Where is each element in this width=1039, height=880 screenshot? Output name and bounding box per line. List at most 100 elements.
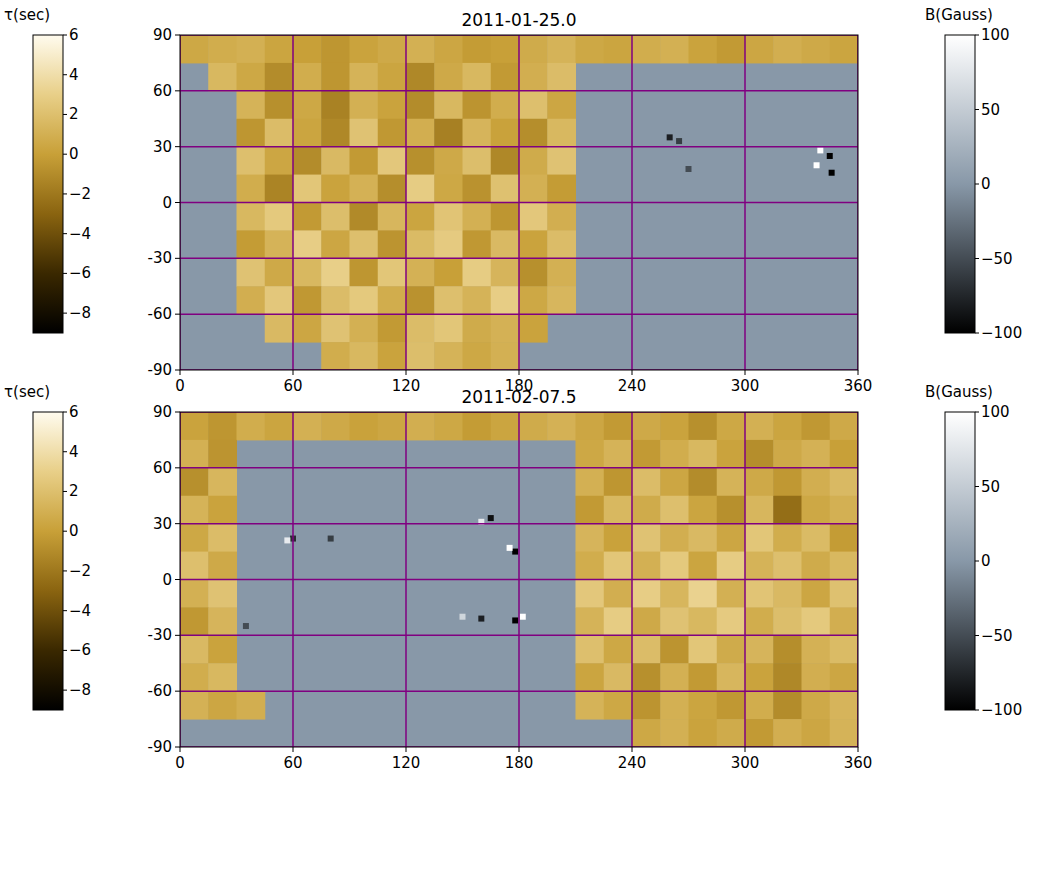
tau-cell — [265, 63, 294, 91]
colorbar-tick-label: −8 — [69, 681, 91, 699]
tau-cell — [434, 412, 463, 440]
tau-cell — [378, 314, 407, 342]
tick-label: 90 — [153, 26, 172, 44]
tau-cell — [293, 286, 322, 314]
frame — [180, 412, 858, 747]
tau-cell — [632, 440, 661, 468]
colorbar-tick — [975, 109, 979, 110]
colorbar-tick — [975, 710, 979, 711]
colorbar-tick — [63, 531, 67, 532]
tau-cell — [773, 440, 802, 468]
tau-cell — [321, 230, 350, 258]
tau-cell — [773, 496, 802, 524]
colorbar-tick — [63, 313, 67, 314]
tau-cell — [293, 314, 322, 342]
tau-cell — [321, 258, 350, 286]
tau-cell — [802, 440, 831, 468]
tau-cell — [406, 258, 435, 286]
magnetic-feature — [817, 147, 823, 153]
tick — [745, 747, 746, 752]
tau-cell — [321, 342, 350, 370]
tau-cells — [180, 412, 858, 747]
grid — [180, 35, 858, 370]
tau-cell — [519, 258, 548, 286]
tau-cell — [802, 524, 831, 552]
tick — [175, 146, 180, 147]
tau-cell — [463, 412, 492, 440]
tau-cell — [293, 63, 322, 91]
tau-cell — [265, 230, 294, 258]
tick-label: -60 — [148, 305, 173, 323]
tau-cell — [632, 719, 661, 747]
tau-cell — [406, 286, 435, 314]
tau-cell — [576, 552, 605, 580]
magnetic-feature — [328, 536, 334, 542]
tau-cell — [604, 635, 633, 663]
tau-cell — [689, 607, 718, 635]
tau-cell — [406, 91, 435, 119]
tau-cell — [773, 524, 802, 552]
tau-cell — [830, 412, 858, 440]
tau-cell — [632, 580, 661, 608]
tau-cell — [632, 412, 661, 440]
colorbar-tick-label: −4 — [69, 225, 91, 243]
tau-cell — [180, 607, 209, 635]
tau-cell — [378, 342, 407, 370]
colorbar-tick-label: −100 — [981, 701, 1022, 719]
tau-cell — [660, 496, 689, 524]
colorbar-tick-label: 4 — [69, 443, 79, 461]
grid-line — [180, 90, 858, 92]
tau-cell — [265, 412, 294, 440]
tau-cell — [745, 691, 774, 719]
tau-cell — [717, 691, 746, 719]
tick — [745, 370, 746, 375]
tau-cell — [463, 286, 492, 314]
tau-cell — [491, 63, 520, 91]
tick-label: 120 — [392, 377, 421, 395]
tau-cell — [632, 663, 661, 691]
title: 2011-02-07.5 — [461, 387, 576, 407]
tau-cell — [745, 468, 774, 496]
tau-cell — [717, 440, 746, 468]
tau-cell — [406, 63, 435, 91]
tau-cell — [406, 230, 435, 258]
tau-cell — [576, 580, 605, 608]
magnetic-feature — [686, 166, 692, 172]
tick — [180, 370, 181, 375]
tau-cell — [208, 607, 237, 635]
tau-cell — [321, 63, 350, 91]
tau-cell — [717, 580, 746, 608]
colorbar-tick-label: 0 — [69, 145, 79, 163]
tau-cell — [378, 175, 407, 203]
tau-cell — [491, 314, 520, 342]
colorbar-tick — [63, 74, 67, 75]
tau-cell — [293, 203, 322, 231]
tau-cell — [689, 524, 718, 552]
tau-cell — [463, 147, 492, 175]
tau-cell — [293, 147, 322, 175]
colorbar-tick-label: −2 — [69, 562, 91, 580]
colorbar-tick — [63, 570, 67, 571]
grid-line — [180, 258, 858, 260]
colorbar-tick — [63, 154, 67, 155]
tau-cell — [378, 91, 407, 119]
tau-cell — [208, 691, 237, 719]
tau-cell — [802, 635, 831, 663]
tau-cell — [830, 635, 858, 663]
tau-cell — [547, 175, 576, 203]
tau-cell — [378, 147, 407, 175]
tau-cell — [237, 412, 266, 440]
tau-cell — [180, 580, 209, 608]
magnetic-feature — [507, 545, 513, 551]
tau-cell — [773, 663, 802, 691]
tau-cell — [689, 663, 718, 691]
tau-cell — [406, 412, 435, 440]
tau-cell — [773, 719, 802, 747]
tau-cell — [491, 342, 520, 370]
plot-area — [180, 412, 858, 747]
colorbar-tick — [975, 561, 979, 562]
panel: 060120180240300360-90-60-3003060902011-0… — [4, 6, 1022, 395]
tau-cell — [745, 635, 774, 663]
tau-cell — [604, 607, 633, 635]
tau-cell — [463, 119, 492, 147]
